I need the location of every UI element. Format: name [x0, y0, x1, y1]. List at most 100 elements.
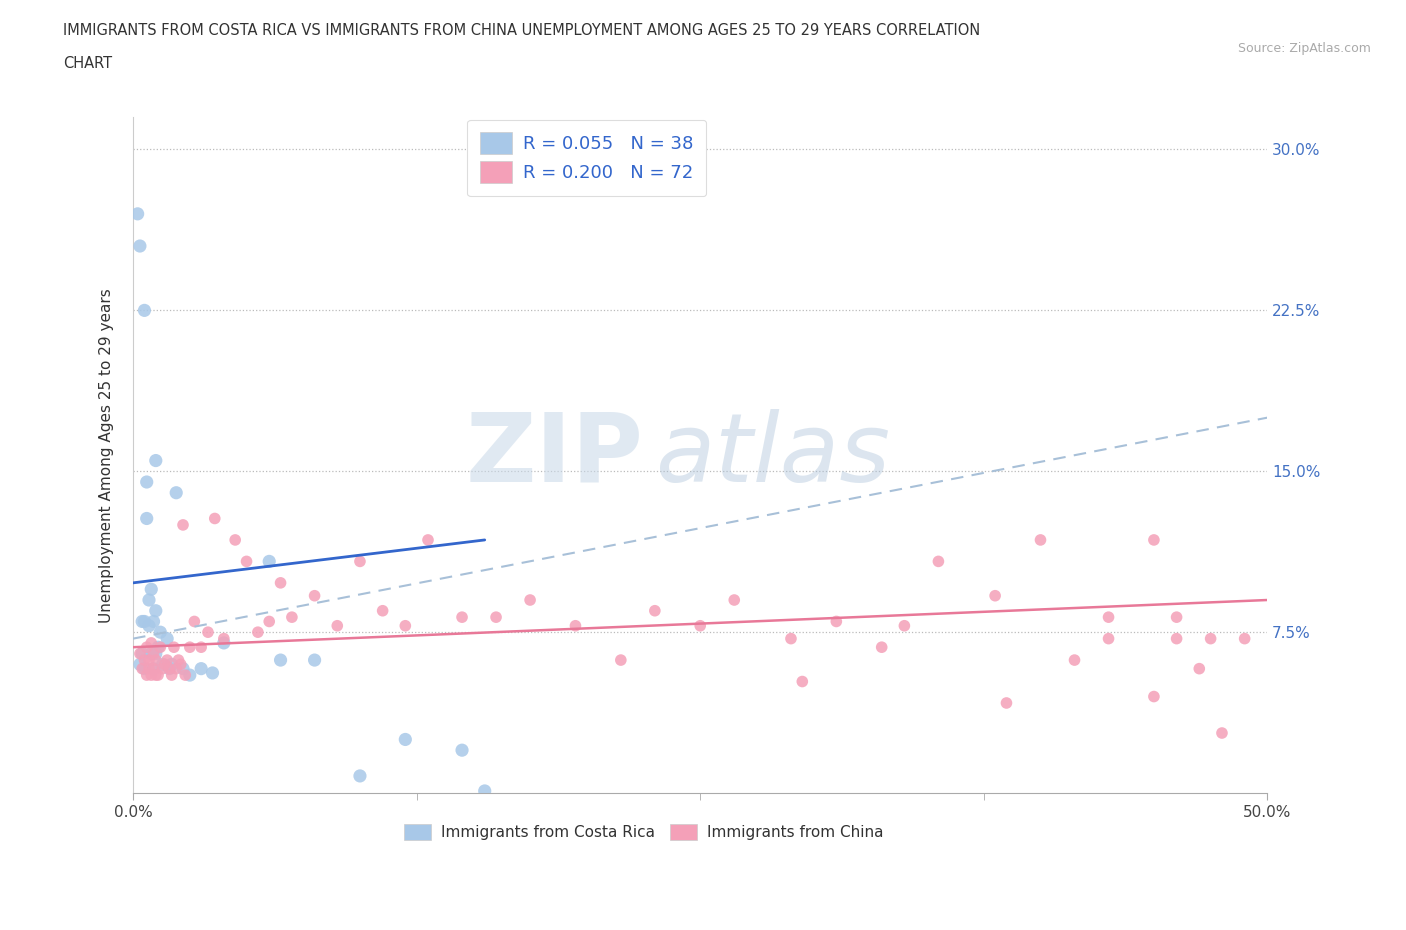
Point	[270, 653, 292, 668]
Point	[145, 604, 167, 618]
Point	[190, 640, 212, 655]
Point	[142, 614, 165, 629]
Point	[138, 618, 160, 633]
Text: Source: ZipAtlas.com: Source: ZipAtlas.com	[1237, 42, 1371, 55]
Point	[145, 453, 167, 468]
Text: IMMIGRANTS FROM COSTA RICA VS IMMIGRANTS FROM CHINA UNEMPLOYMENT AMONG AGES 25 T: IMMIGRANTS FROM COSTA RICA VS IMMIGRANTS…	[63, 23, 980, 38]
Point	[135, 668, 157, 683]
Point	[270, 576, 292, 591]
Point	[190, 661, 212, 676]
Point	[152, 661, 174, 676]
Point	[146, 668, 169, 683]
Point	[149, 640, 172, 655]
Point	[610, 653, 633, 668]
Point	[160, 668, 183, 683]
Point	[451, 610, 474, 625]
Point	[1097, 610, 1119, 625]
Point	[212, 635, 235, 650]
Point	[394, 618, 416, 633]
Text: ZIP: ZIP	[465, 408, 644, 501]
Point	[1166, 610, 1188, 625]
Point	[134, 661, 156, 676]
Point	[138, 653, 160, 668]
Point	[131, 661, 153, 676]
Point	[145, 646, 167, 661]
Point	[792, 674, 814, 689]
Point	[152, 657, 174, 671]
Point	[927, 554, 949, 569]
Point	[142, 646, 165, 661]
Point	[281, 610, 304, 625]
Point	[780, 631, 803, 646]
Point	[723, 592, 745, 607]
Point	[127, 206, 149, 221]
Point	[451, 743, 474, 758]
Point	[156, 653, 179, 668]
Point	[349, 554, 371, 569]
Point	[371, 604, 394, 618]
Point	[172, 661, 194, 676]
Point	[212, 631, 235, 646]
Point	[141, 582, 163, 597]
Point	[1166, 631, 1188, 646]
Point	[984, 589, 1007, 604]
Point	[146, 640, 169, 655]
Point	[349, 768, 371, 783]
Point	[1233, 631, 1256, 646]
Point	[197, 625, 219, 640]
Point	[416, 533, 439, 548]
Point	[1143, 689, 1166, 704]
Point	[870, 640, 893, 655]
Point	[474, 783, 496, 798]
Point	[179, 640, 201, 655]
Point	[165, 661, 187, 676]
Text: CHART: CHART	[63, 56, 112, 71]
Point	[519, 592, 541, 607]
Point	[304, 589, 326, 604]
Point	[644, 604, 666, 618]
Point	[224, 533, 246, 548]
Point	[142, 661, 165, 676]
Point	[141, 646, 163, 661]
Point	[131, 614, 153, 629]
Point	[160, 657, 183, 671]
Point	[564, 618, 586, 633]
Point	[156, 631, 179, 646]
Point	[204, 512, 226, 526]
Point	[134, 614, 156, 629]
Point	[1211, 725, 1233, 740]
Point	[135, 512, 157, 526]
Point	[326, 618, 349, 633]
Point	[394, 732, 416, 747]
Point	[246, 625, 269, 640]
Point	[135, 474, 157, 489]
Point	[1199, 631, 1222, 646]
Point	[893, 618, 915, 633]
Point	[485, 610, 508, 625]
Legend: Immigrants from Costa Rica, Immigrants from China: Immigrants from Costa Rica, Immigrants f…	[398, 817, 889, 846]
Point	[135, 640, 157, 655]
Point	[170, 657, 193, 671]
Point	[257, 554, 280, 569]
Point	[141, 635, 163, 650]
Point	[134, 303, 156, 318]
Point	[129, 657, 152, 671]
Point	[1188, 661, 1211, 676]
Point	[183, 614, 205, 629]
Point	[257, 614, 280, 629]
Point	[179, 668, 201, 683]
Y-axis label: Unemployment Among Ages 25 to 29 years: Unemployment Among Ages 25 to 29 years	[100, 287, 114, 622]
Point	[304, 653, 326, 668]
Point	[172, 517, 194, 532]
Point	[235, 554, 257, 569]
Point	[165, 485, 187, 500]
Point	[153, 657, 176, 671]
Point	[201, 666, 224, 681]
Point	[157, 661, 180, 676]
Point	[995, 696, 1018, 711]
Point	[1143, 533, 1166, 548]
Point	[131, 646, 153, 661]
Point	[149, 625, 172, 640]
Point	[825, 614, 848, 629]
Point	[129, 646, 152, 661]
